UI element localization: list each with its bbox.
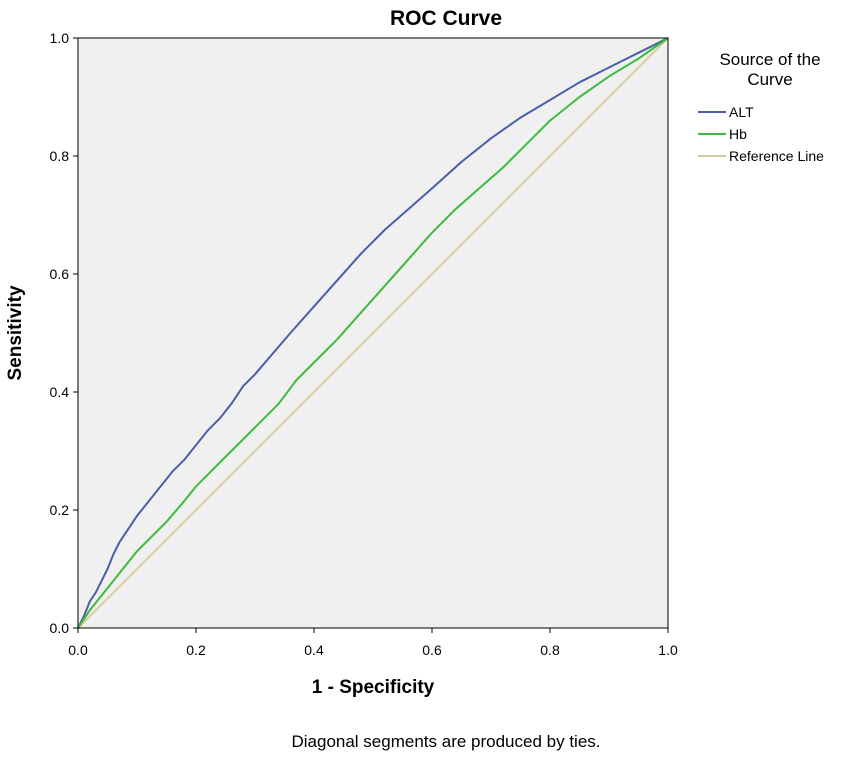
x-tick-label: 0.2 bbox=[186, 642, 206, 658]
y-tick-label: 0.4 bbox=[50, 384, 70, 400]
x-tick-label: 0.4 bbox=[304, 642, 324, 658]
x-tick-label: 0.0 bbox=[68, 642, 88, 658]
y-tick-label: 1.0 bbox=[50, 30, 70, 46]
legend-label-hb: Hb bbox=[729, 126, 747, 142]
legend: Source of the Curve ALT Hb Reference Line bbox=[698, 50, 824, 164]
legend-items: ALT Hb Reference Line bbox=[698, 104, 824, 164]
series-line-reference-line bbox=[77, 37, 669, 629]
legend-title-line2: Curve bbox=[747, 70, 792, 89]
series-line-hb bbox=[77, 37, 669, 629]
x-tick-label: 0.6 bbox=[422, 642, 442, 658]
y-axis: 0.0 0.2 0.4 0.6 0.8 1.0 bbox=[50, 30, 78, 636]
y-axis-title: Sensitivity bbox=[5, 285, 26, 380]
series-layer bbox=[77, 37, 669, 629]
y-tick-label: 0.0 bbox=[50, 620, 70, 636]
y-tick-label: 0.8 bbox=[50, 148, 70, 164]
legend-label-reference-line: Reference Line bbox=[729, 148, 824, 164]
x-axis-title: 1 - Specificity bbox=[312, 677, 435, 698]
legend-title-line1: Source of the bbox=[719, 50, 820, 69]
x-tick-label: 0.8 bbox=[540, 642, 560, 658]
plot-frame bbox=[77, 37, 669, 629]
y-tick-label: 0.6 bbox=[50, 266, 70, 282]
x-tick-label: 1.0 bbox=[658, 642, 678, 658]
legend-label-alt: ALT bbox=[729, 104, 754, 120]
y-tick-label: 0.2 bbox=[50, 502, 70, 518]
chart-title: ROC Curve bbox=[390, 7, 502, 30]
x-axis: 0.0 0.2 0.4 0.6 0.8 1.0 bbox=[68, 628, 678, 658]
series-line-alt bbox=[77, 37, 669, 629]
footnote: Diagonal segments are produced by ties. bbox=[291, 732, 600, 751]
